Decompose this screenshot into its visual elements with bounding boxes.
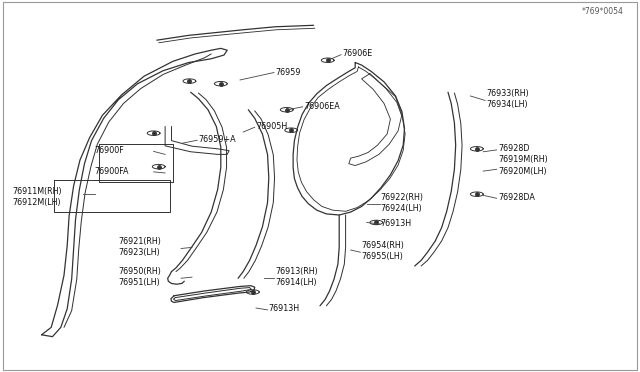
Text: 76913H: 76913H — [269, 304, 300, 313]
Text: 76906E: 76906E — [342, 49, 372, 58]
Text: 76954(RH)
76955(LH): 76954(RH) 76955(LH) — [362, 241, 404, 261]
Text: 76928D: 76928D — [498, 144, 529, 153]
Text: 76959+A: 76959+A — [198, 135, 236, 144]
Text: 76905H: 76905H — [256, 122, 287, 131]
Text: 76922(RH)
76924(LH): 76922(RH) 76924(LH) — [381, 193, 424, 213]
Text: *769*0054: *769*0054 — [582, 7, 624, 16]
Text: 76913(RH)
76914(LH): 76913(RH) 76914(LH) — [275, 267, 318, 287]
Text: 76921(RH)
76923(LH): 76921(RH) 76923(LH) — [118, 237, 161, 257]
Text: 76919M(RH)
76920M(LH): 76919M(RH) 76920M(LH) — [498, 155, 548, 176]
Text: 76900FA: 76900FA — [95, 167, 129, 176]
Text: 76906EA: 76906EA — [304, 102, 340, 110]
Text: 76913H: 76913H — [381, 219, 412, 228]
Text: 76911M(RH)
76912M(LH): 76911M(RH) 76912M(LH) — [13, 187, 63, 207]
Text: 76950(RH)
76951(LH): 76950(RH) 76951(LH) — [118, 267, 161, 287]
Text: 76933(RH)
76934(LH): 76933(RH) 76934(LH) — [486, 89, 529, 109]
Text: 76928DA: 76928DA — [498, 193, 535, 202]
Text: 76900F: 76900F — [95, 146, 124, 155]
Text: 76959: 76959 — [275, 68, 301, 77]
